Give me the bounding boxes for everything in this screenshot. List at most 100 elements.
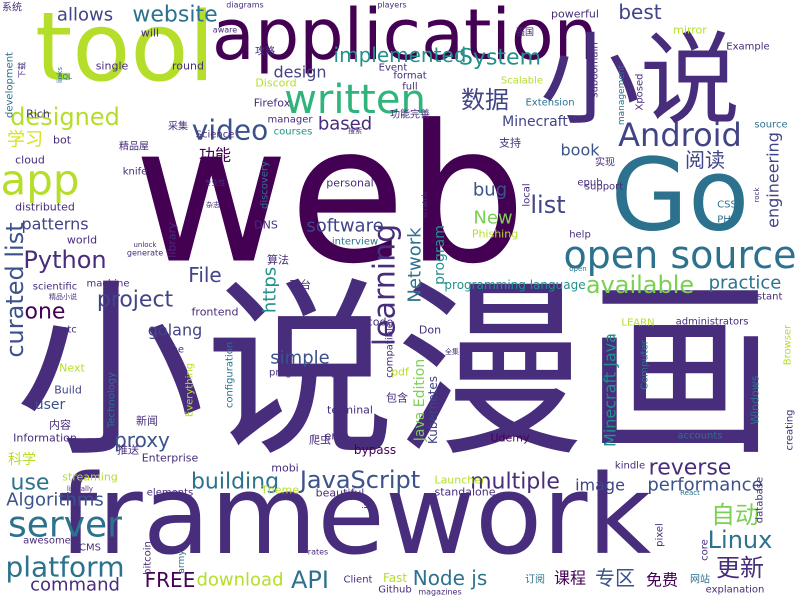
word: 小说漫画	[15, 262, 775, 483]
word: knife	[123, 167, 148, 178]
word: help	[569, 230, 591, 241]
word: open source	[563, 233, 796, 277]
word: 下载	[17, 62, 27, 78]
word: elements	[147, 488, 193, 499]
word: reverse	[649, 456, 732, 481]
word: Computer	[640, 339, 651, 390]
word: 专业性	[205, 178, 226, 187]
word: Example	[726, 42, 769, 53]
word: 课程	[554, 569, 586, 588]
word: 网站	[690, 573, 710, 586]
word: https	[260, 267, 281, 313]
word: Discord	[255, 77, 296, 90]
word: project	[97, 288, 174, 313]
word: terminal	[327, 404, 373, 417]
word: support	[585, 182, 623, 193]
word: frontend	[192, 306, 239, 319]
word: user	[35, 397, 66, 413]
word: application	[212, 0, 598, 76]
word: FREE	[145, 568, 196, 592]
word: 推送	[117, 443, 139, 457]
word: 科学	[8, 452, 36, 468]
word: CSS	[717, 200, 737, 211]
word: kindle	[615, 461, 645, 472]
word: 实现	[595, 156, 615, 169]
word: SQL	[58, 73, 72, 81]
word: database	[755, 477, 766, 523]
word: design	[273, 63, 326, 82]
word: patterns	[21, 215, 88, 234]
word: Science	[196, 130, 235, 141]
word: explanation	[706, 585, 765, 596]
word: program	[432, 225, 448, 285]
word: 爬虫	[309, 434, 331, 447]
word: creating	[785, 409, 796, 450]
word: Rich	[26, 108, 50, 121]
word: machine	[87, 279, 130, 290]
word: standalone	[434, 486, 495, 499]
word: single	[96, 60, 129, 73]
word: Minecraft	[502, 114, 568, 130]
word: 采集	[168, 120, 188, 133]
word: Enterprise	[142, 452, 199, 465]
word: core	[700, 539, 711, 561]
word: Minecraft Java	[601, 333, 620, 447]
word: 专区	[595, 566, 635, 590]
word: development	[5, 52, 16, 118]
word: streaming	[62, 471, 118, 484]
word: 算法	[267, 253, 289, 267]
word: New	[473, 208, 512, 229]
word: Phishing	[472, 228, 518, 241]
word: courses	[274, 127, 313, 138]
word: line	[166, 345, 184, 356]
word: designed	[10, 103, 120, 131]
word: written	[284, 77, 426, 123]
word: 精品屋	[119, 140, 149, 153]
word: army	[177, 550, 187, 574]
word: Everything	[185, 363, 196, 417]
word: Android	[618, 116, 742, 154]
word: Client	[344, 575, 373, 586]
word: download	[196, 570, 283, 591]
word: rates	[308, 548, 328, 557]
word: Java Edition	[412, 359, 428, 442]
word: Theme	[260, 484, 299, 497]
word: building	[191, 470, 279, 495]
word: 更新	[716, 554, 764, 582]
word: source	[754, 120, 787, 131]
word: bug	[473, 180, 507, 201]
word: open	[569, 265, 586, 273]
word: players	[377, 1, 406, 10]
word: format	[393, 71, 426, 82]
word: API	[291, 566, 329, 594]
word: Extension	[525, 98, 574, 109]
word: PHP	[717, 215, 737, 226]
word: scratch	[421, 192, 429, 218]
word: Linux	[708, 526, 773, 554]
word: 内容	[49, 418, 71, 432]
word: use	[11, 471, 50, 496]
word: aware	[213, 26, 237, 35]
word: app	[0, 156, 79, 205]
word: DNS	[254, 219, 278, 232]
word: File	[188, 263, 221, 287]
word: multiple	[470, 470, 560, 495]
word: command	[30, 575, 120, 596]
word: pixel	[655, 523, 666, 547]
word: Technology	[107, 372, 118, 429]
word: platform	[6, 551, 125, 584]
word: LEARN	[621, 318, 654, 329]
word: Kubernetes	[426, 376, 440, 444]
word: server	[8, 505, 122, 546]
word: list	[530, 191, 565, 219]
word: Udemy	[490, 432, 530, 445]
word: engineering	[764, 132, 783, 228]
word: links	[56, 67, 64, 83]
word: based	[318, 114, 372, 135]
word: 小说	[540, 22, 740, 139]
word: pdf	[391, 366, 410, 379]
word: 学习	[7, 130, 43, 151]
